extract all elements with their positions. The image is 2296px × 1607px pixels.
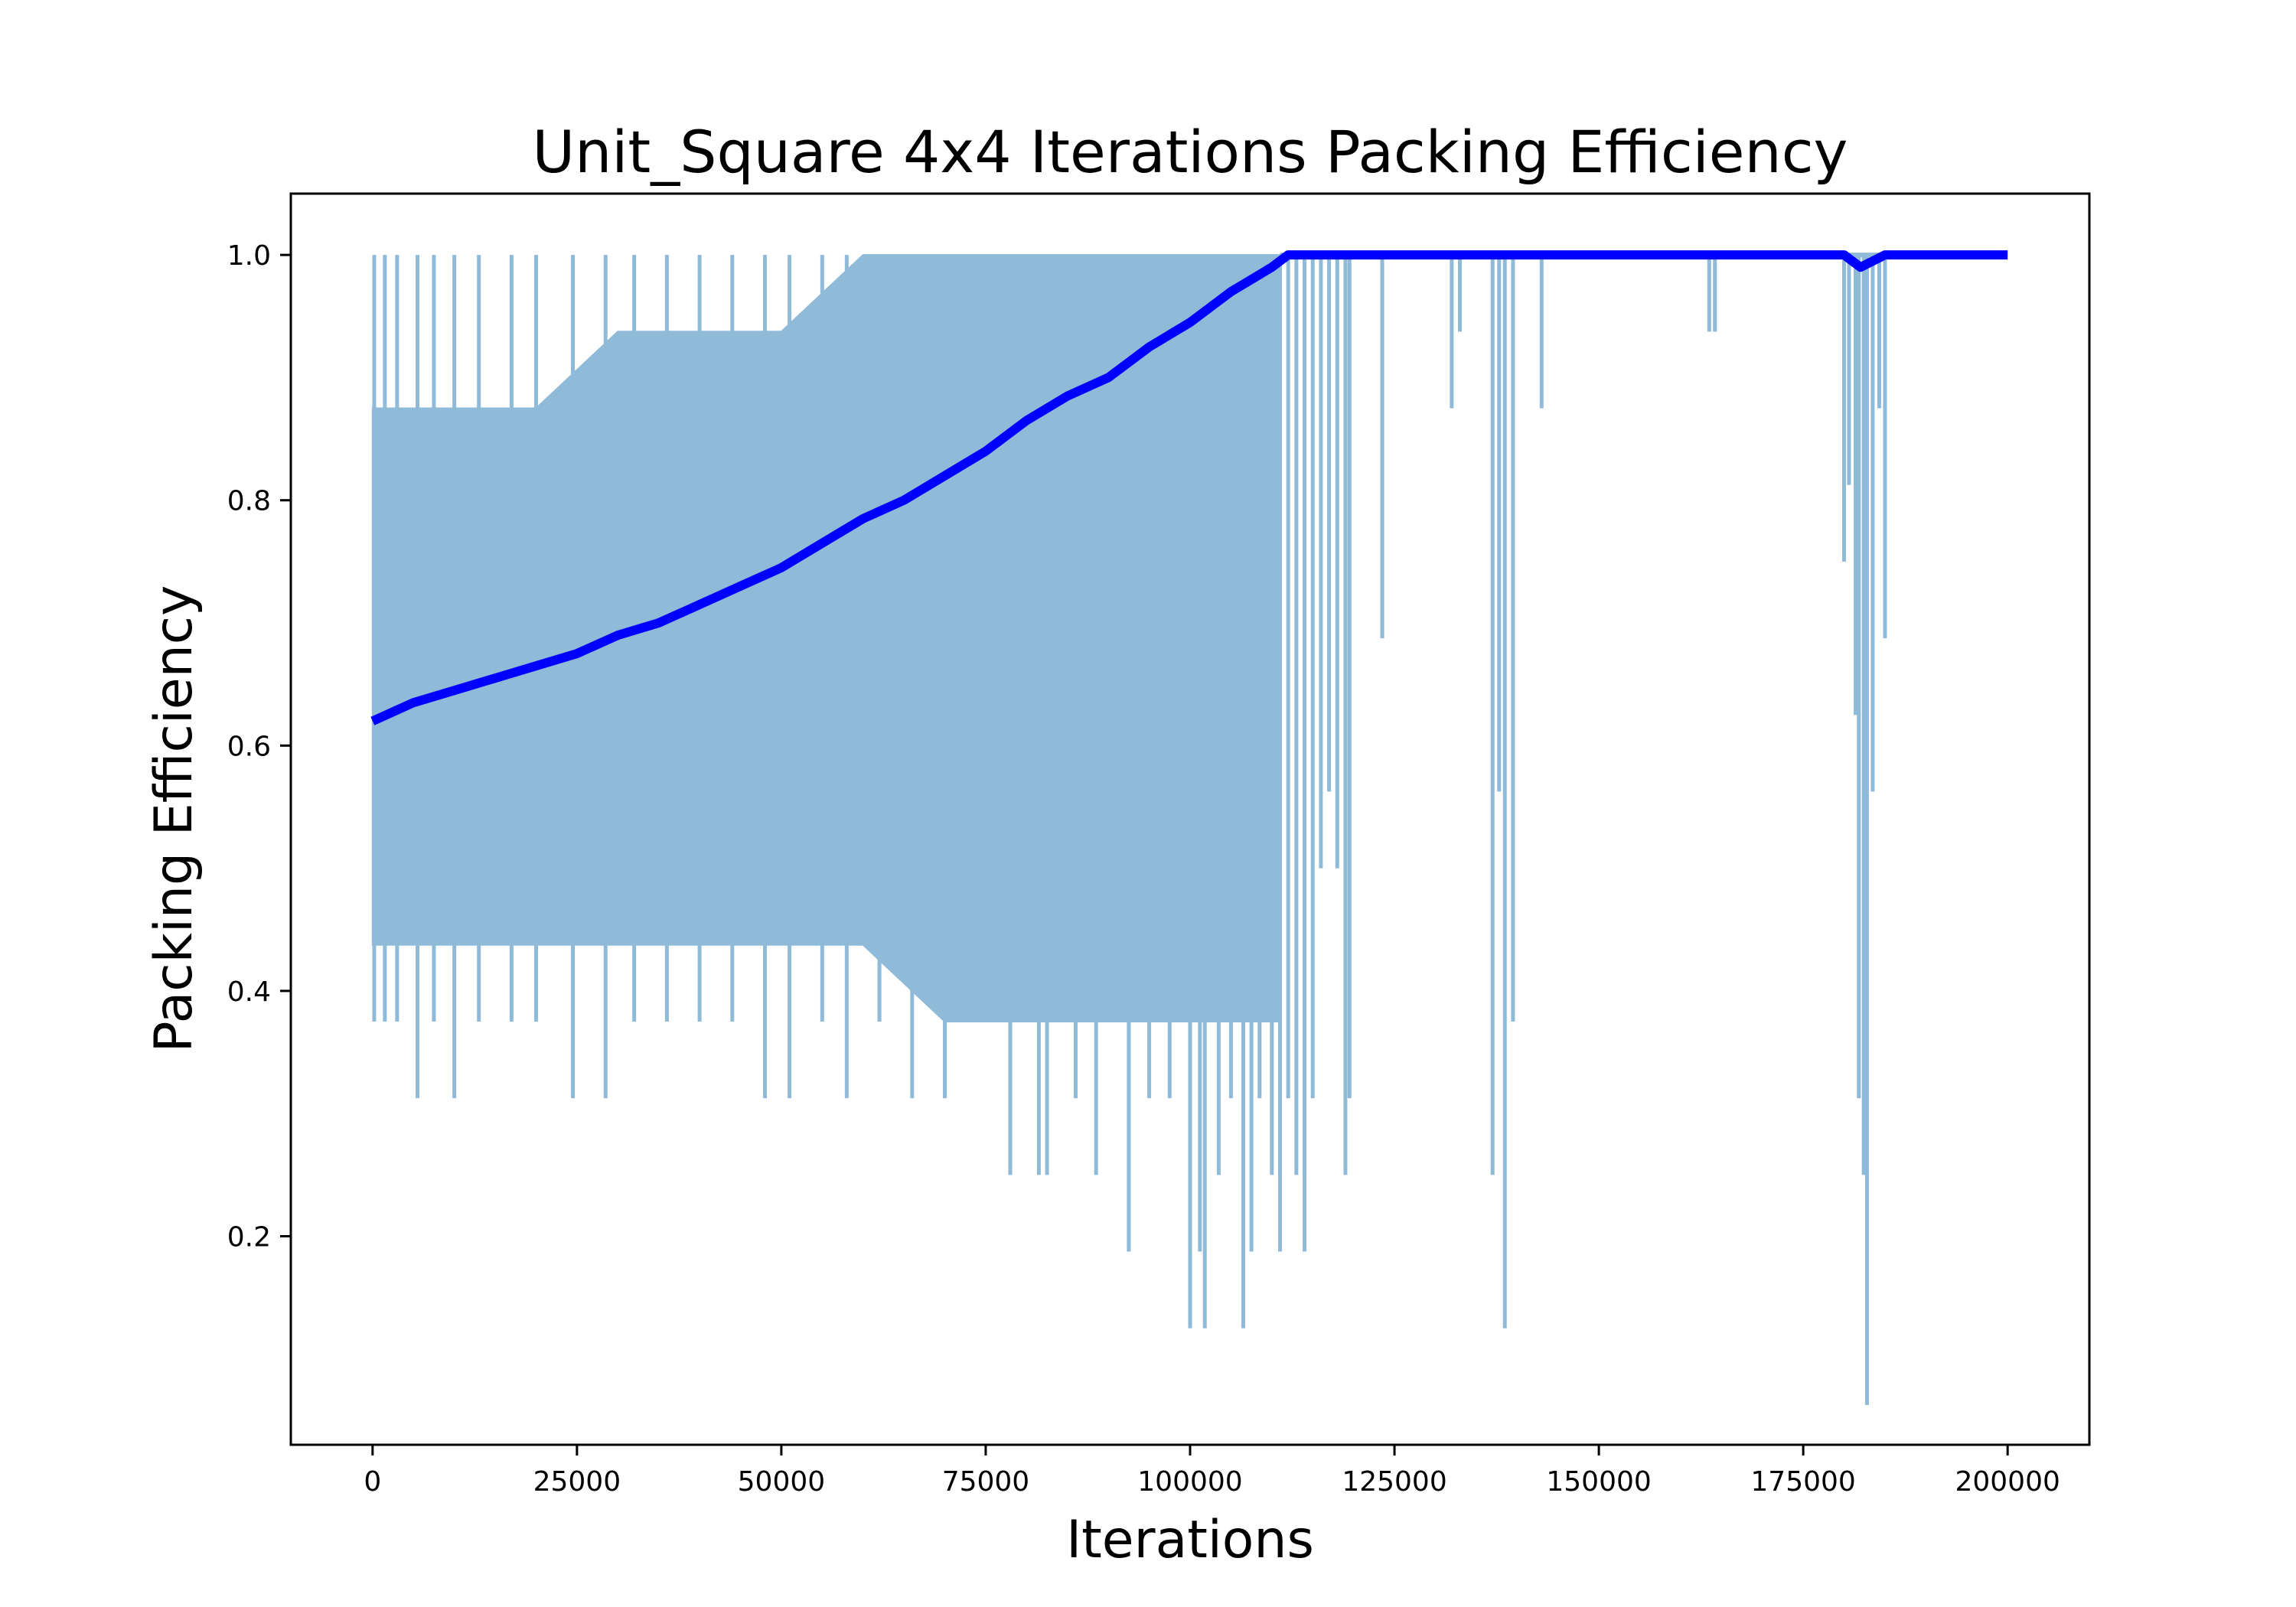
average-series-line (370, 250, 2008, 725)
y-axis: 0.2 0.4 0.6 0.8 1.0 (227, 240, 291, 1253)
x-tick-label: 75000 (942, 1466, 1030, 1498)
x-tick-label: 175000 (1750, 1466, 1855, 1498)
y-tick-label: 0.8 (227, 486, 271, 517)
x-tick-label: 50000 (738, 1466, 826, 1498)
x-tick-label: 0 (364, 1466, 381, 1498)
x-axis: 0 25000 50000 75000 100000 125000 150000 175000… (364, 1445, 2060, 1498)
x-tick-label: 200000 (1955, 1466, 2060, 1498)
y-tick-label: 1.0 (227, 240, 271, 272)
y-tick-label: 0.4 (227, 976, 271, 1008)
y-tick-label: 0.6 (227, 731, 271, 762)
x-axis-label: Iterations (1066, 1510, 1314, 1570)
x-tick-label: 100000 (1137, 1466, 1242, 1498)
x-tick-label: 150000 (1546, 1466, 1651, 1498)
chart-title: Unit_Square 4x4 Iterations Packing Effic… (533, 118, 1848, 186)
plot-area (370, 250, 2008, 1405)
y-tick-label: 0.2 (227, 1222, 271, 1253)
x-tick-label: 125000 (1342, 1466, 1446, 1498)
y-axis-label: Packing Efficiency (144, 585, 204, 1053)
x-tick-label: 25000 (533, 1466, 621, 1498)
